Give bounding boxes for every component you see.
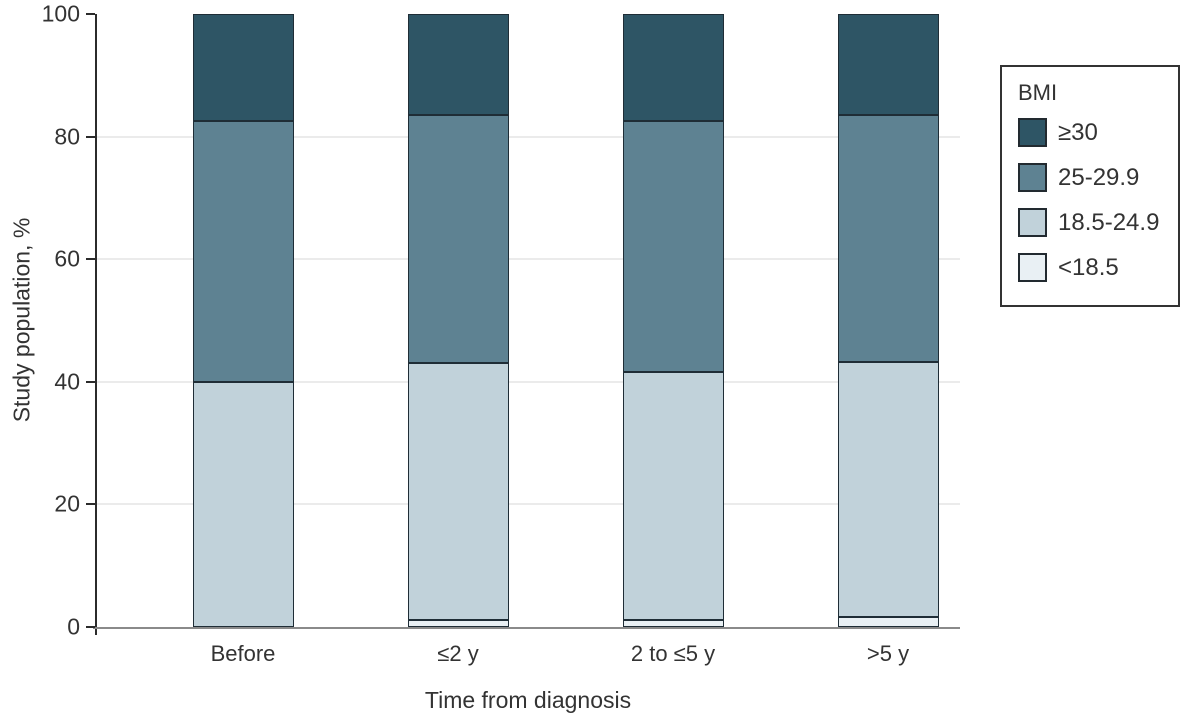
x-axis-baseline [93, 627, 960, 629]
x-tick-label-2: ≤2 y [437, 641, 479, 666]
y-tick-label-40: 40 [54, 368, 80, 395]
y-gridline-40 [97, 380, 960, 383]
legend-item-4: <18.5 [1018, 253, 1178, 282]
legend-items-container: ≥30 25-29.9 18.5-24.9 <18.5 [1018, 118, 1178, 282]
y-axis-line [95, 14, 97, 635]
legend-box: BMI ≥30 25-29.9 18.5-24.9 <18.5 [1000, 65, 1180, 307]
y-tick-60 [86, 258, 95, 261]
legend-swatch-icon [1018, 208, 1047, 237]
bar-segment-<18.5 [837, 617, 939, 627]
bar-≤2 y [407, 14, 509, 627]
bar-segment-≥30 [837, 14, 939, 116]
bar-segment-18.5-24.9 [837, 361, 939, 618]
bar-segment-25-29.9 [837, 115, 939, 362]
legend-item-2: 25-29.9 [1018, 163, 1178, 192]
bar-2 to ≤5 y [622, 14, 724, 627]
y-tick-label-0: 0 [67, 613, 80, 640]
y-gridline-20 [97, 503, 960, 506]
y-tick-label-60: 60 [54, 245, 80, 272]
y-tick-label-20: 20 [54, 490, 80, 517]
y-gridline-60 [97, 258, 960, 261]
y-tick-label-80: 80 [54, 123, 80, 150]
bar-segment-25-29.9 [192, 121, 294, 382]
y-tick-80 [86, 135, 95, 138]
y-tick-20 [86, 503, 95, 506]
bar-segment-25-29.9 [622, 121, 724, 373]
bar->5 y [837, 14, 939, 627]
legend-item-label: <18.5 [1058, 253, 1119, 281]
legend-swatch-icon [1018, 163, 1047, 192]
legend-item-label: 25-29.9 [1058, 163, 1140, 191]
y-tick-40 [86, 380, 95, 383]
x-axis-title: Time from diagnosis [424, 687, 632, 713]
x-tick-label-3: 2 to ≤5 y [630, 641, 716, 666]
legend-swatch-icon [1018, 253, 1047, 282]
legend-item-label: ≥30 [1058, 118, 1098, 146]
y-tick-0 [86, 626, 95, 628]
bar-segment-<18.5 [622, 619, 724, 627]
y-gridline-80 [97, 135, 960, 138]
legend-swatch-icon [1018, 118, 1047, 147]
legend-item-1: ≥30 [1018, 118, 1178, 147]
x-tick-label-1: Before [210, 641, 276, 666]
bar-segment-18.5-24.9 [407, 363, 509, 620]
y-tick-label-100: 100 [41, 0, 80, 27]
legend-item-label: 18.5-24.9 [1058, 208, 1160, 236]
x-tick-label-4: >5 y [866, 641, 910, 666]
bar-segment-18.5-24.9 [622, 372, 724, 620]
legend-item-3: 18.5-24.9 [1018, 208, 1178, 237]
plot-area: 0 20 40 60 80 100 [42, 1, 960, 640]
bar-segment-≥30 [622, 14, 724, 122]
bar-Before [192, 14, 294, 627]
y-tick-100 [86, 13, 95, 15]
bar-segment-≥30 [192, 14, 294, 122]
bar-segment-18.5-24.9 [192, 381, 294, 627]
bar-segment-<18.5 [407, 619, 509, 627]
bar-segment-≥30 [407, 14, 509, 116]
bar-segment-25-29.9 [407, 115, 509, 364]
legend-title: BMI [1018, 80, 1058, 105]
